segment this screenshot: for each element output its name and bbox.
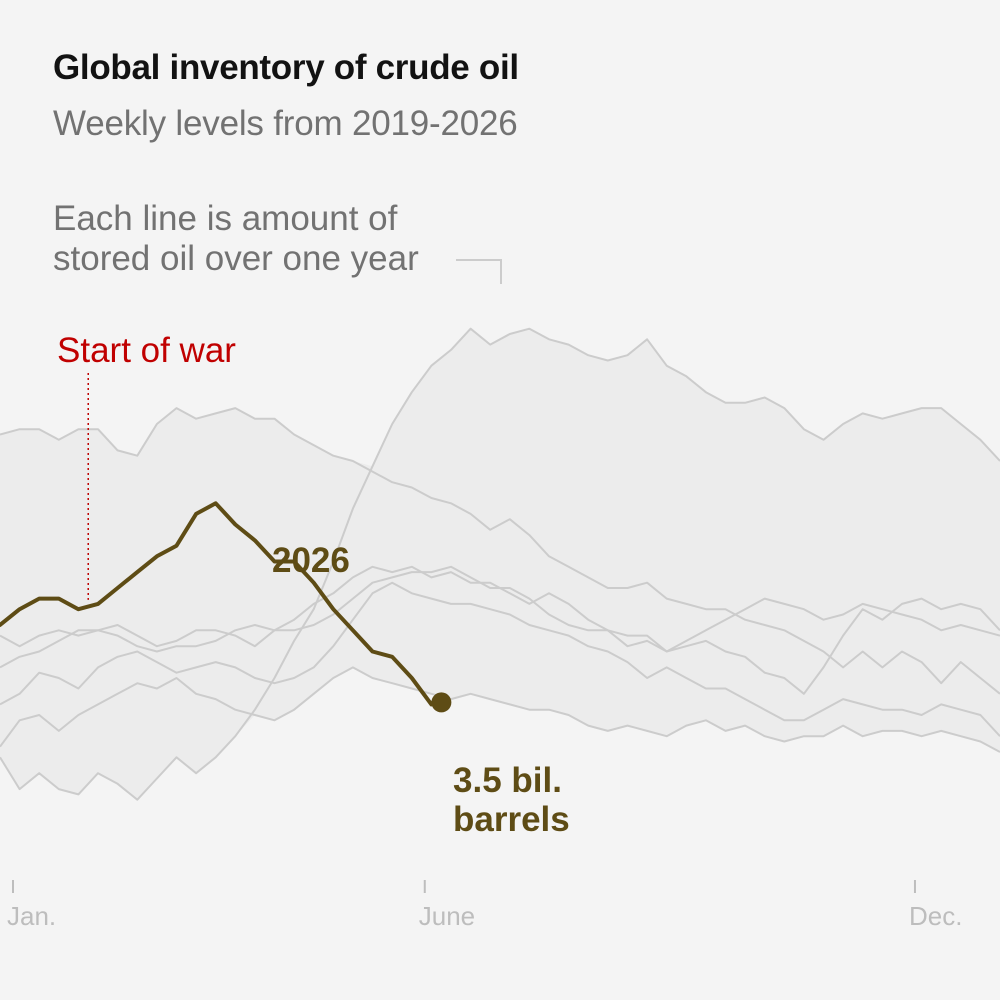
lines-note-line-1: Each line is amount of: [53, 199, 398, 238]
history-lines: [0, 327, 1000, 801]
x-tick-label: Jan.: [7, 901, 56, 931]
end-value-label-line-1: 3.5 bil.: [453, 761, 562, 800]
history-line-6: [0, 565, 1000, 669]
history-line-5: [0, 666, 1000, 753]
series-label-2026: 2026: [272, 541, 350, 580]
end-value-label-line-2: barrels: [453, 800, 570, 839]
history-line-4: [0, 581, 1000, 737]
lines-note-leader: [456, 259, 502, 284]
x-tick-label: Dec.: [909, 901, 962, 931]
history-range-band: [0, 328, 1000, 800]
x-tick-label: June: [419, 901, 475, 931]
chart-subtitle: Weekly levels from 2019-2026: [53, 104, 518, 143]
chart-title: Global inventory of crude oil: [53, 48, 519, 87]
series-2026-end-dot: [431, 692, 452, 713]
series-line-2026: [0, 501, 434, 707]
x-axis: Jan. June Dec.: [7, 880, 962, 931]
history-line-1: [0, 407, 1000, 695]
history-line-2: [0, 327, 1000, 801]
start-of-war-label: Start of war: [57, 331, 236, 370]
lines-note-line-2: stored oil over one year: [53, 239, 419, 278]
